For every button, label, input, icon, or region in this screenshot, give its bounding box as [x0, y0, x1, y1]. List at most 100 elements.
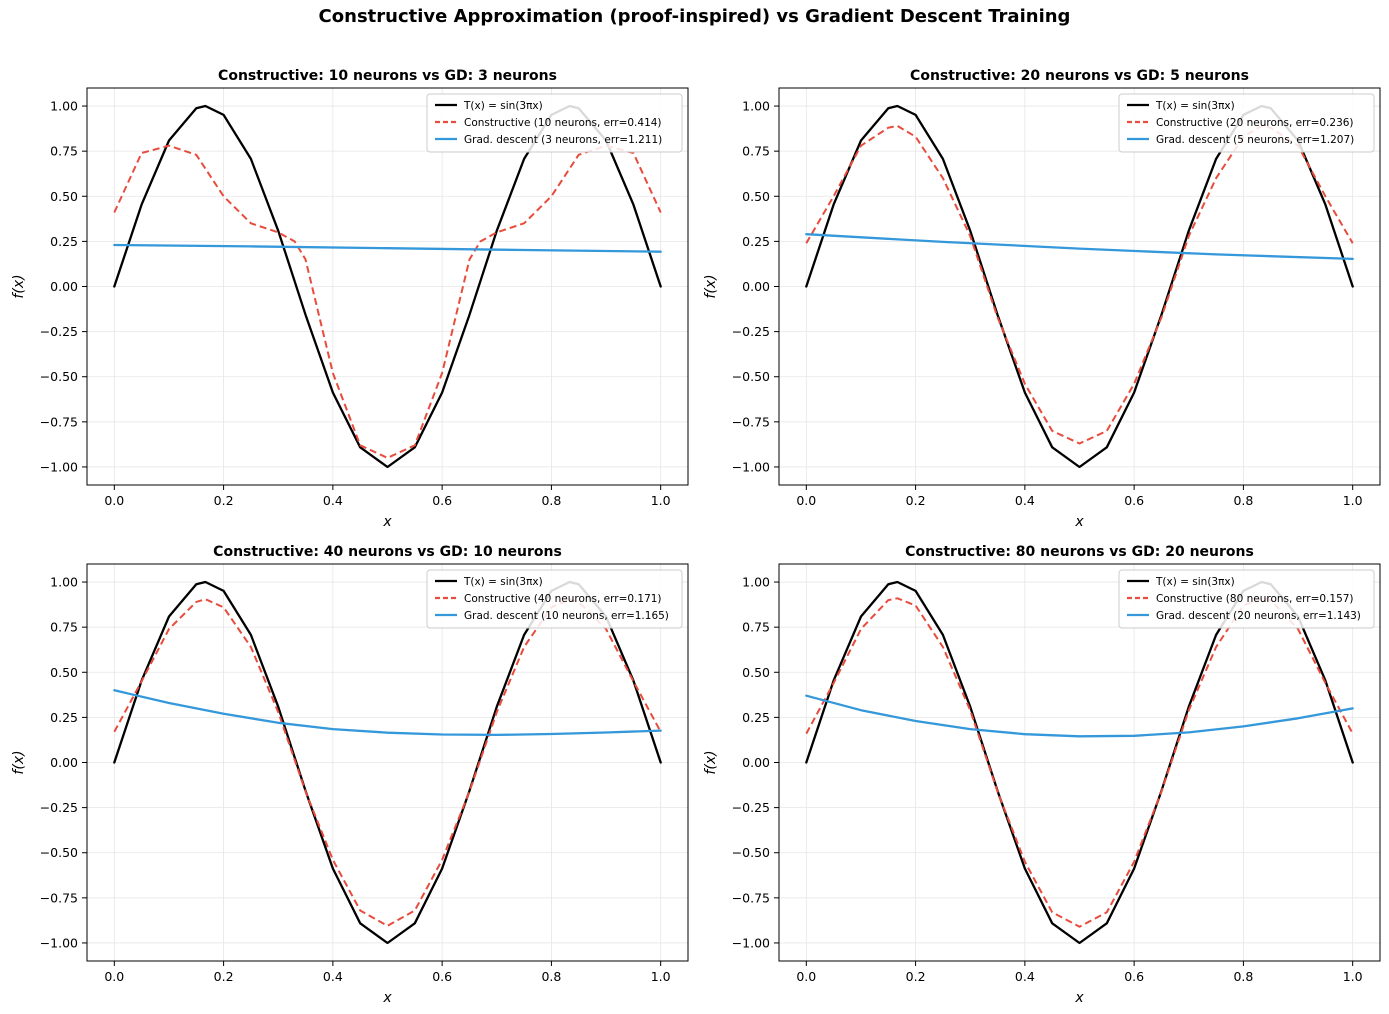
y-tick-label: −1.00 — [732, 459, 770, 474]
y-tick-label: 1.00 — [742, 99, 770, 114]
legend: T(x) = sin(3πx) Constructive (40 neurons,… — [426, 569, 683, 629]
legend-label: T(x) = sin(3πx) — [1155, 576, 1235, 588]
x-axis-label: x — [382, 514, 392, 530]
x-tick-label: 1.0 — [651, 493, 671, 508]
y-tick-label: 0.00 — [50, 279, 78, 294]
y-tick-label: −1.00 — [732, 935, 770, 950]
y-tick-label: −0.25 — [40, 324, 78, 339]
legend-label: Grad. descent (20 neurons, err=1.143) — [1156, 610, 1361, 622]
legend-label: Constructive (40 neurons, err=0.171) — [464, 593, 662, 605]
legend-box — [1118, 93, 1375, 153]
series-line-2 — [805, 597, 1354, 928]
x-tick-label: 0.2 — [214, 969, 234, 984]
x-tick-label: 0.8 — [541, 969, 561, 984]
x-tick-label: 0.8 — [541, 493, 561, 508]
y-tick-label: 0.25 — [742, 710, 770, 725]
x-tick-label: 0.8 — [1233, 493, 1253, 508]
legend-label: T(x) = sin(3πx) — [463, 576, 543, 588]
x-tick-label: 0.2 — [214, 493, 234, 508]
legend-label: Grad. descent (5 neurons, err=1.207) — [1156, 134, 1354, 146]
subplot-1: 0.0 0.2 0.4 0.6 0.8 1.0 1.00 0.75 0.50 0.25 0.00 −0… — [11, 68, 689, 530]
y-axis-label: f(x) — [11, 274, 27, 298]
y-tick-label: 0.25 — [742, 234, 770, 249]
y-tick-label: 0.50 — [50, 189, 78, 204]
legend: T(x) = sin(3πx) Constructive (20 neurons,… — [1118, 93, 1375, 153]
axes-frame — [86, 87, 689, 486]
figure-title: Constructive Approximation (proof-inspir… — [318, 6, 1071, 27]
y-tick-label: −0.75 — [40, 414, 78, 429]
legend-label: T(x) = sin(3πx) — [1155, 100, 1235, 112]
y-tick-label: 0.00 — [742, 755, 770, 770]
x-tick-label: 1.0 — [1343, 969, 1363, 984]
y-tick-label: 0.50 — [742, 665, 770, 680]
subplot-3: 0.0 0.2 0.4 0.6 0.8 1.0 1.00 0.75 0.50 0.25 0.00 −0… — [11, 544, 689, 1006]
axes-frame — [778, 563, 1381, 962]
x-tick-label: 0.6 — [1124, 493, 1144, 508]
y-tick-label: 0.00 — [50, 755, 78, 770]
x-axis-label: x — [382, 990, 392, 1006]
x-tick-label: 0.6 — [432, 493, 452, 508]
y-tick-label: −0.75 — [732, 414, 770, 429]
y-tick-label: 1.00 — [50, 575, 78, 590]
x-tick-label: 0.2 — [906, 969, 926, 984]
x-tick-label: 0.4 — [323, 969, 343, 984]
x-axis-label: x — [1074, 514, 1084, 530]
y-tick-label: 0.50 — [50, 665, 78, 680]
series-line-3 — [805, 233, 1354, 261]
subplot-title: Constructive: 20 neurons vs GD: 5 neuron… — [910, 68, 1249, 84]
y-tick-label: −0.75 — [732, 890, 770, 905]
series-line-2 — [113, 144, 662, 459]
x-tick-label: 0.0 — [796, 969, 816, 984]
y-tick-label: 0.75 — [50, 620, 78, 635]
y-tick-label: 0.25 — [50, 234, 78, 249]
legend: T(x) = sin(3πx) Constructive (80 neurons,… — [1118, 569, 1375, 629]
x-tick-label: 0.0 — [796, 493, 816, 508]
x-tick-label: 0.0 — [104, 969, 124, 984]
x-tick-label: 0.8 — [1233, 969, 1253, 984]
x-tick-label: 0.2 — [906, 493, 926, 508]
subplot-2: 0.0 0.2 0.4 0.6 0.8 1.0 1.00 0.75 0.50 0.25 0.00 −0… — [703, 68, 1381, 530]
y-tick-label: −0.25 — [40, 800, 78, 815]
x-tick-label: 0.4 — [1015, 969, 1035, 984]
y-tick-label: −0.75 — [40, 890, 78, 905]
y-axis-label: f(x) — [703, 274, 719, 298]
legend-box — [1118, 569, 1375, 629]
x-axis-label: x — [1074, 990, 1084, 1006]
x-tick-label: 0.6 — [1124, 969, 1144, 984]
y-tick-label: −1.00 — [40, 935, 78, 950]
series-line-3 — [113, 689, 662, 737]
legend-label: Grad. descent (10 neurons, err=1.165) — [464, 610, 669, 622]
series-line-2 — [805, 124, 1354, 445]
y-axis-label: f(x) — [703, 750, 719, 774]
y-tick-label: −0.25 — [732, 800, 770, 815]
legend: T(x) = sin(3πx) Constructive (10 neurons,… — [426, 93, 683, 153]
x-tick-label: 0.0 — [104, 493, 124, 508]
y-tick-label: 0.75 — [742, 144, 770, 159]
x-tick-label: 1.0 — [1343, 493, 1363, 508]
y-tick-label: 0.75 — [50, 144, 78, 159]
legend-box — [426, 569, 683, 629]
x-tick-label: 1.0 — [651, 969, 671, 984]
legend-label: Constructive (80 neurons, err=0.157) — [1156, 593, 1354, 605]
legend-label: T(x) = sin(3πx) — [463, 100, 543, 112]
y-tick-label: −0.25 — [732, 324, 770, 339]
x-tick-label: 0.6 — [432, 969, 452, 984]
legend-label: Grad. descent (3 neurons, err=1.211) — [464, 134, 662, 146]
y-tick-label: 0.00 — [742, 279, 770, 294]
y-tick-label: 0.75 — [742, 620, 770, 635]
subplot-title: Constructive: 80 neurons vs GD: 20 neuro… — [905, 544, 1254, 560]
axes-frame — [86, 563, 689, 962]
legend-label: Constructive (20 neurons, err=0.236) — [1156, 117, 1354, 129]
subplot-title: Constructive: 40 neurons vs GD: 10 neuro… — [213, 544, 562, 560]
y-tick-label: −0.50 — [40, 845, 78, 860]
y-tick-label: 0.25 — [50, 710, 78, 725]
y-tick-label: −1.00 — [40, 459, 78, 474]
x-tick-label: 0.4 — [323, 493, 343, 508]
series-line-3 — [805, 694, 1354, 738]
subplot-4: 0.0 0.2 0.4 0.6 0.8 1.0 1.00 0.75 0.50 0.25 0.00 −0… — [703, 544, 1381, 1006]
x-tick-label: 0.4 — [1015, 493, 1035, 508]
legend-label: Constructive (10 neurons, err=0.414) — [464, 117, 662, 129]
axes-frame — [778, 87, 1381, 486]
legend-box — [426, 93, 683, 153]
y-tick-label: −0.50 — [732, 369, 770, 384]
